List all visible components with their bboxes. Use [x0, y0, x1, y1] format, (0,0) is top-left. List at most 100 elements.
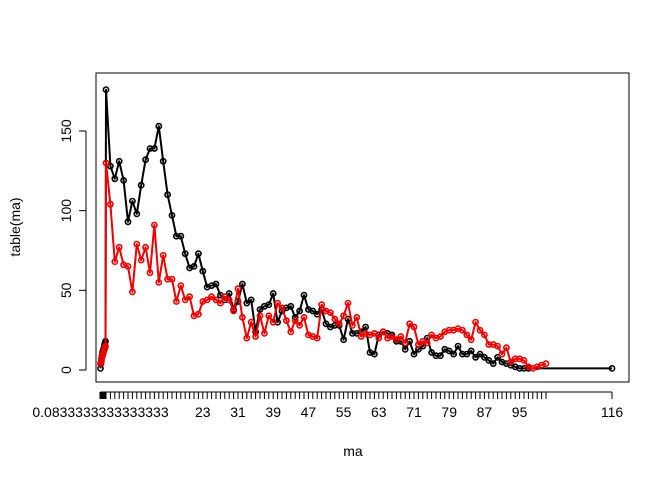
data-point — [155, 278, 163, 286]
data-point — [256, 312, 264, 320]
data-point — [454, 342, 462, 350]
data-point — [142, 243, 149, 251]
data-point — [326, 309, 334, 316]
data-point — [348, 329, 356, 337]
data-point — [274, 318, 281, 326]
data-point — [401, 339, 409, 347]
data-point — [269, 290, 277, 297]
data-point — [155, 122, 163, 130]
data-point — [344, 299, 352, 307]
data-point — [181, 296, 189, 304]
data-point — [480, 353, 488, 361]
plot-frame — [95, 72, 630, 383]
data-point — [348, 321, 356, 329]
data-point — [252, 333, 259, 340]
data-point — [190, 262, 198, 270]
data-point — [120, 176, 127, 184]
data-point — [300, 291, 308, 299]
data-point — [216, 299, 224, 307]
x-tick-label: 87 — [477, 404, 493, 420]
data-point — [243, 299, 251, 307]
data-point — [111, 175, 119, 183]
data-point — [102, 86, 110, 93]
data-point — [159, 251, 167, 259]
data-point — [278, 304, 286, 312]
x-tick-label: 39 — [265, 404, 281, 420]
data-point — [128, 197, 136, 205]
data-point — [296, 307, 303, 315]
series-1 — [97, 86, 616, 372]
data-point — [467, 347, 475, 355]
data-point — [428, 349, 435, 356]
data-point — [370, 329, 378, 337]
data-point — [309, 307, 317, 315]
data-point — [410, 323, 418, 331]
data-point — [489, 360, 497, 367]
data-point — [230, 307, 237, 315]
data-point — [458, 350, 466, 358]
data-point — [313, 334, 321, 342]
data-point — [423, 339, 431, 347]
data-point — [291, 317, 299, 324]
data-point — [436, 352, 444, 360]
x-tick-label: 79 — [441, 404, 457, 420]
data-point — [463, 331, 471, 339]
data-point — [265, 301, 273, 309]
data-point — [520, 356, 528, 364]
data-point — [516, 364, 523, 372]
data-point — [340, 312, 347, 320]
data-point — [392, 336, 400, 344]
data-point — [406, 320, 413, 328]
data-point — [150, 145, 158, 152]
data-point — [260, 329, 268, 337]
data-point — [137, 256, 145, 264]
data-point — [168, 275, 176, 283]
x-tick-label: 31 — [230, 404, 246, 420]
data-point — [274, 299, 281, 307]
data-point — [159, 157, 167, 165]
x-tick-label: 23 — [195, 404, 211, 420]
data-point — [194, 250, 202, 258]
data-point — [287, 302, 295, 310]
data-point — [177, 232, 185, 240]
data-point — [133, 210, 141, 218]
y-tick-label: 50 — [58, 282, 74, 298]
data-point — [172, 298, 180, 305]
data-point — [502, 344, 510, 352]
data-point — [102, 159, 110, 167]
y-tick-label: 150 — [58, 119, 74, 143]
data-point — [494, 353, 501, 361]
data-point — [128, 288, 136, 296]
data-point — [445, 347, 453, 355]
data-point — [256, 306, 264, 313]
data-point — [300, 313, 308, 321]
data-point — [115, 243, 123, 251]
data-point — [203, 296, 211, 304]
series-layer — [97, 86, 616, 372]
x-tick-label: 0.0833333333333333 — [32, 404, 168, 420]
y-axis: 0 50 100 150 — [58, 119, 87, 374]
x-tick-label: 95 — [512, 404, 528, 420]
data-point — [480, 331, 488, 339]
data-point — [124, 262, 132, 270]
data-point — [375, 334, 383, 342]
data-point — [318, 301, 325, 309]
data-point — [428, 331, 435, 339]
x-tick-label: 116 — [601, 404, 624, 420]
data-point — [397, 333, 405, 340]
data-point — [194, 310, 202, 318]
data-point — [133, 240, 141, 248]
data-point — [494, 342, 501, 350]
data-point — [340, 336, 347, 344]
data-point — [177, 282, 185, 289]
y-tick-label: 100 — [58, 199, 74, 223]
data-point — [463, 350, 471, 358]
data-point — [357, 333, 365, 340]
data-point — [432, 352, 440, 360]
data-point — [107, 200, 114, 208]
data-point — [137, 181, 145, 189]
data-point — [331, 315, 339, 323]
data-point — [485, 356, 493, 364]
data-point — [269, 318, 277, 326]
